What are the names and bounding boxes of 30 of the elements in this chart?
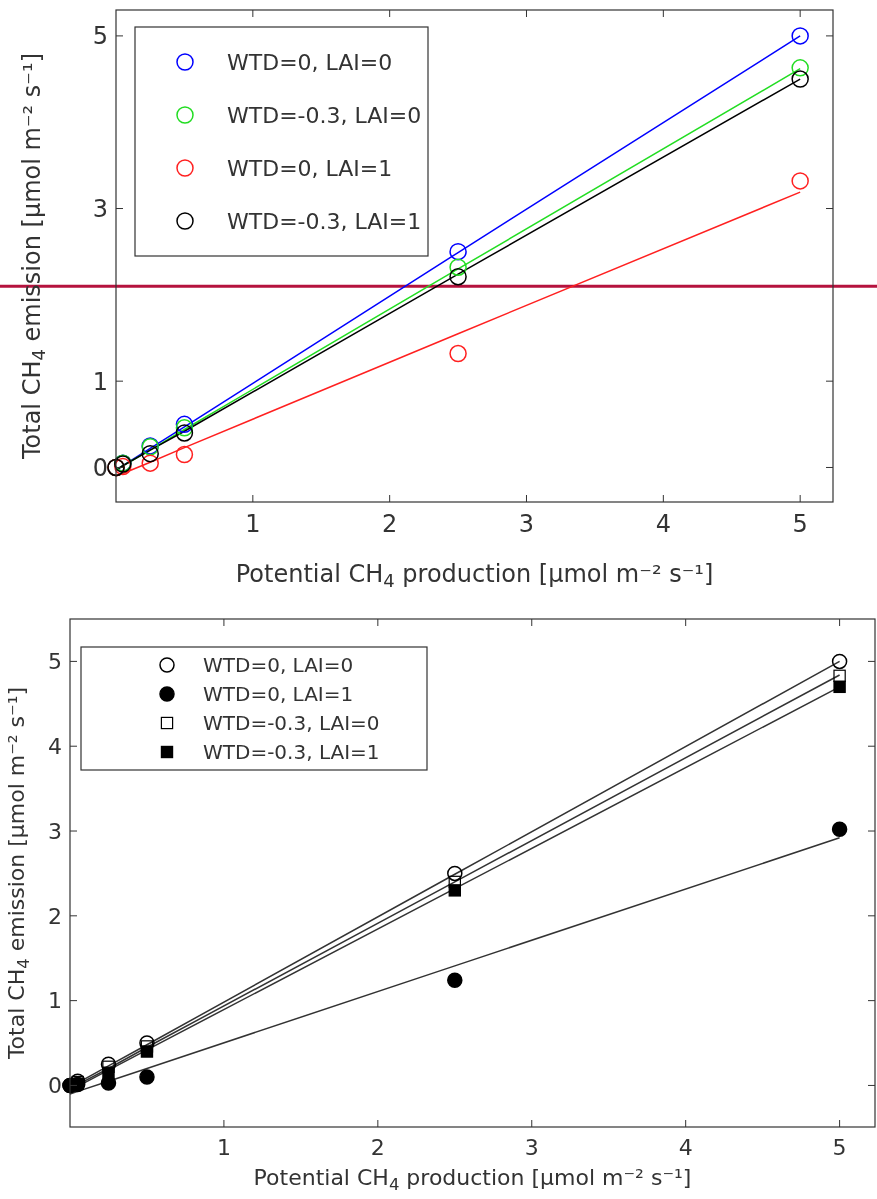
legend-label: WTD=0, LAI=1 xyxy=(203,682,354,706)
x-axis-title: Potential CH$_{4}$ production [μmol m⁻² s⁻¹] xyxy=(235,560,714,592)
legend-label: WTD=-0.3, LAI=0 xyxy=(227,102,422,128)
y-tick-label: 0 xyxy=(92,453,108,482)
legend-label: WTD=0, LAI=0 xyxy=(227,49,393,75)
y-tick-label: 3 xyxy=(48,818,62,844)
x-tick-label: 4 xyxy=(655,510,671,538)
legend-label: WTD=-0.3, LAI=1 xyxy=(203,740,380,764)
y-tick-label: 5 xyxy=(48,649,62,675)
x-tick-label: 2 xyxy=(382,510,398,538)
x-tick-label: 1 xyxy=(216,1135,231,1160)
y-tick-label: 0 xyxy=(48,1073,62,1099)
legend-label: WTD=-0.3, LAI=1 xyxy=(227,208,422,234)
y-tick-label: 1 xyxy=(92,367,108,396)
legend-label: WTD=0, LAI=1 xyxy=(227,155,393,181)
x-tick-label: 5 xyxy=(792,510,808,538)
y-tick-label: 2 xyxy=(48,903,62,929)
y-tick-label: 3 xyxy=(92,194,108,223)
x-tick-label: 3 xyxy=(518,510,535,538)
x-tick-label: 4 xyxy=(678,1135,693,1160)
x-tick-label: 3 xyxy=(524,1135,539,1160)
y-tick-label: 5 xyxy=(92,22,108,51)
x-tick-label: 2 xyxy=(370,1135,385,1160)
y-tick-label: 1 xyxy=(48,988,62,1014)
y-tick-label: 4 xyxy=(48,733,62,759)
x-axis-title: Potential CH$_{4}$ production [μmol m⁻² s⁻¹] xyxy=(253,1165,692,1195)
x-tick-label: 1 xyxy=(245,510,261,538)
legend-label: WTD=-0.3, LAI=0 xyxy=(203,711,380,735)
legend-label: WTD=0, LAI=0 xyxy=(203,653,354,677)
x-tick-label: 5 xyxy=(832,1135,847,1160)
